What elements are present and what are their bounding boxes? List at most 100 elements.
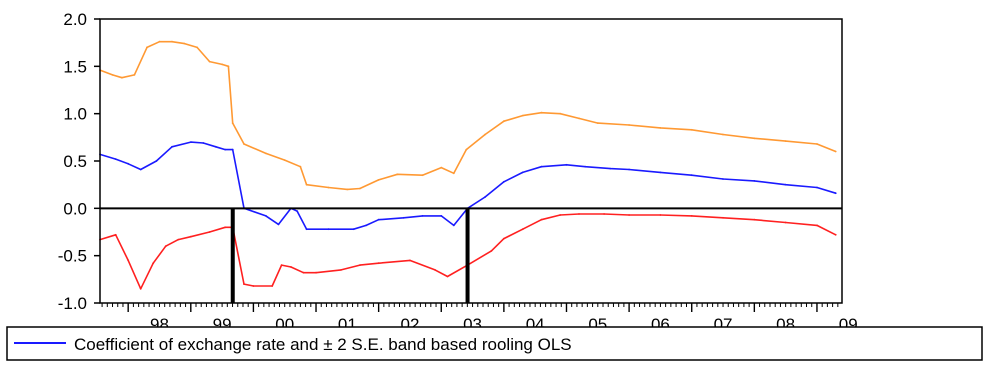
data-point-lower bbox=[659, 214, 662, 216]
data-point-upper bbox=[521, 114, 524, 117]
data-point-upper bbox=[183, 42, 186, 45]
data-point-coefficient bbox=[365, 224, 367, 227]
data-point-coefficient bbox=[171, 145, 173, 148]
data-point-upper bbox=[346, 188, 349, 191]
data-point-coefficient bbox=[659, 171, 662, 174]
data-point-coefficient bbox=[114, 158, 117, 161]
data-point-upper bbox=[690, 128, 693, 131]
y-tick-label: 0.0 bbox=[63, 199, 87, 218]
data-point-coefficient bbox=[352, 228, 355, 231]
data-point-upper bbox=[221, 63, 224, 66]
data-point-upper bbox=[283, 159, 286, 162]
data-point-upper bbox=[196, 46, 199, 49]
data-point-upper bbox=[440, 166, 443, 169]
data-point-upper bbox=[503, 120, 505, 123]
data-point-coefficient bbox=[189, 141, 192, 144]
data-point-coefficient bbox=[327, 228, 330, 231]
data-point-upper bbox=[111, 74, 114, 76]
data-point-coefficient bbox=[127, 162, 130, 165]
data-point-lower bbox=[177, 238, 180, 241]
data-point-upper bbox=[452, 172, 455, 175]
data-point-coefficient bbox=[722, 178, 724, 180]
data-point-coefficient bbox=[565, 163, 568, 166]
data-point-lower bbox=[446, 275, 449, 278]
y-tick-label: -1.0 bbox=[58, 294, 87, 313]
data-point-lower bbox=[540, 218, 543, 221]
data-point-lower bbox=[377, 262, 380, 265]
data-point-lower bbox=[834, 233, 837, 236]
data-point-lower bbox=[521, 228, 524, 231]
data-point-upper bbox=[305, 183, 308, 186]
data-point-lower bbox=[690, 215, 693, 217]
data-point-upper bbox=[421, 174, 424, 177]
data-point-upper bbox=[784, 140, 787, 143]
data-point-lower bbox=[578, 213, 580, 215]
data-point-lower bbox=[114, 233, 117, 236]
data-point-lower bbox=[243, 283, 245, 285]
data-point-coefficient bbox=[139, 168, 142, 171]
data-point-lower bbox=[628, 214, 630, 216]
y-tick-label: 1.0 bbox=[63, 105, 87, 124]
data-point-upper bbox=[834, 150, 837, 153]
series-layer bbox=[99, 40, 837, 290]
data-point-coefficient bbox=[402, 216, 405, 219]
data-point-upper bbox=[208, 60, 211, 63]
data-point-lower bbox=[784, 221, 787, 224]
data-point-lower bbox=[722, 216, 724, 219]
data-point-upper bbox=[628, 124, 630, 126]
series-line-upper bbox=[99, 40, 836, 191]
data-point-upper bbox=[816, 143, 818, 145]
data-point-lower bbox=[252, 285, 255, 287]
data-point-upper bbox=[596, 122, 599, 124]
data-point-upper bbox=[299, 165, 302, 168]
data-point-upper bbox=[377, 179, 380, 181]
data-point-coefficient bbox=[753, 180, 756, 182]
axes-layer: 2.01.51.00.50.0-0.5-1.098 99 00 01 02 03 04 05 0… bbox=[58, 10, 858, 334]
y-tick-label: -0.5 bbox=[58, 247, 87, 266]
data-point-coefficient bbox=[440, 215, 443, 217]
data-point-upper bbox=[659, 127, 662, 129]
data-point-coefficient bbox=[540, 165, 543, 168]
data-point-lower bbox=[189, 235, 192, 238]
data-point-coefficient bbox=[224, 148, 227, 151]
data-point-lower bbox=[340, 269, 342, 271]
data-point-coefficient bbox=[503, 180, 505, 183]
data-point-lower bbox=[753, 218, 756, 221]
data-point-upper bbox=[231, 122, 234, 124]
data-point-coefficient bbox=[277, 223, 280, 226]
data-point-upper bbox=[559, 112, 562, 115]
data-point-lower bbox=[434, 269, 436, 271]
data-point-lower bbox=[409, 259, 411, 262]
data-point-lower bbox=[503, 237, 505, 240]
data-point-upper bbox=[171, 40, 173, 43]
data-point-coefficient bbox=[521, 171, 524, 174]
data-point-upper bbox=[722, 133, 724, 136]
data-point-lower bbox=[152, 262, 155, 265]
data-point-upper bbox=[578, 117, 580, 120]
data-point-lower bbox=[280, 264, 283, 266]
data-point-coefficient bbox=[214, 145, 217, 148]
data-point-upper bbox=[243, 143, 245, 145]
data-point-upper bbox=[146, 46, 148, 49]
data-point-lower bbox=[164, 245, 167, 248]
data-point-coefficient bbox=[305, 228, 308, 231]
data-point-coefficient bbox=[484, 196, 486, 198]
data-point-coefficient bbox=[628, 168, 630, 171]
data-point-coefficient bbox=[584, 165, 587, 168]
data-point-coefficient bbox=[609, 167, 612, 170]
data-point-upper bbox=[465, 148, 468, 151]
data-point-lower bbox=[224, 226, 227, 229]
legend-box bbox=[6, 326, 983, 361]
data-point-lower bbox=[603, 213, 605, 215]
data-point-coefficient bbox=[377, 218, 380, 221]
legend-label: Coefficient of exchange rate and ± 2 S.E… bbox=[74, 335, 572, 354]
data-point-coefficient bbox=[296, 210, 299, 213]
legend-layer: Coefficient of exchange rate and ± 2 S.E… bbox=[6, 326, 983, 361]
data-point-coefficient bbox=[202, 142, 205, 144]
data-point-lower bbox=[290, 266, 292, 268]
data-point-lower bbox=[139, 287, 142, 290]
data-point-lower bbox=[816, 224, 818, 227]
data-point-upper bbox=[540, 111, 543, 114]
y-tick-label: 2.0 bbox=[63, 10, 87, 29]
